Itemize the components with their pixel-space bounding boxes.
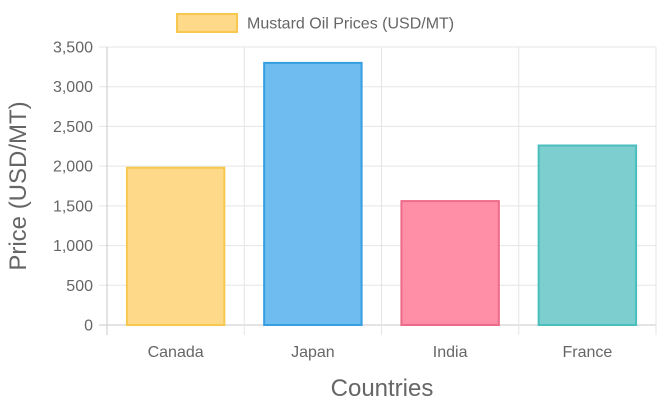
x-axis-title: Countries [331, 375, 434, 402]
y-axis-title: Price (USD/MT) [5, 101, 32, 270]
legend-swatch[interactable] [176, 13, 238, 33]
x-tick-label: Japan [291, 344, 335, 361]
y-tick-label: 1,000 [53, 238, 93, 255]
x-tick-label: Canada [148, 344, 204, 361]
y-tick-label: 2,000 [53, 159, 93, 176]
y-axis-ticks: 0 500 1,000 1,500 2,000 2,500 3,000 3,500 [53, 40, 93, 335]
y-tick-label: 3,000 [53, 79, 93, 96]
legend[interactable]: Mustard Oil Prices (USD/MT) [176, 13, 454, 33]
y-tick-label: 1,500 [53, 198, 93, 215]
y-tick-label: 3,500 [53, 40, 93, 57]
bar-france[interactable] [537, 144, 638, 326]
y-tick-label: 500 [66, 278, 93, 295]
legend-label[interactable]: Mustard Oil Prices (USD/MT) [247, 16, 454, 33]
y-tick-label: 2,500 [53, 119, 93, 136]
bar-canada[interactable] [125, 166, 226, 326]
y-tick-label: 0 [84, 318, 93, 335]
bars [125, 61, 638, 327]
bar-japan[interactable] [263, 61, 363, 327]
x-tick-label: India [433, 344, 468, 361]
x-axis-ticks: Canada Japan India France [148, 344, 613, 361]
x-tick-label: France [562, 344, 612, 361]
bar-india[interactable] [400, 200, 500, 326]
